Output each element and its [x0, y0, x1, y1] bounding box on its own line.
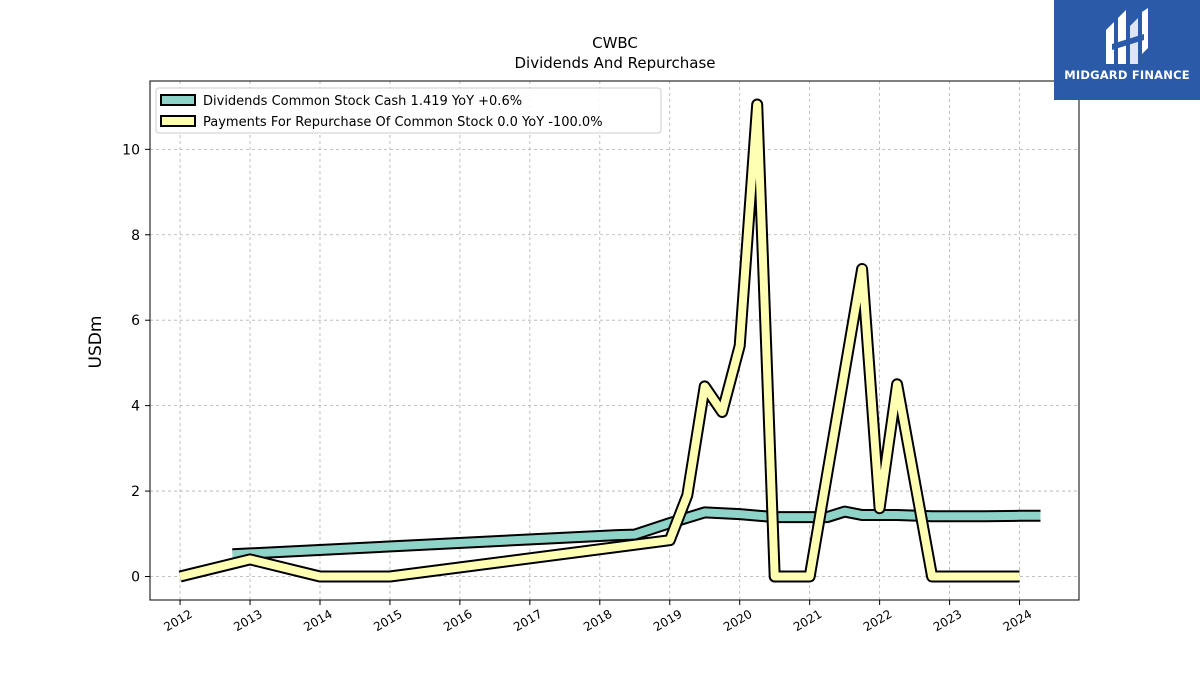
legend-swatch: [160, 94, 196, 106]
series-layer: [178, 98, 1041, 583]
x-tick-label: 2022: [861, 607, 894, 634]
y-tick-label: 6: [131, 313, 140, 329]
x-tick-label: 2018: [581, 607, 614, 634]
series-1-line: [179, 100, 1020, 581]
y-tick-label: 8: [131, 228, 140, 244]
y-tick-label: 2: [131, 484, 140, 500]
y-axis-label: USDm: [86, 316, 106, 369]
legend-swatch: [160, 115, 196, 127]
legend-box: [155, 87, 662, 134]
logo-text: MIDGARD FINANCE: [1064, 68, 1190, 82]
x-tick-label: 2024: [1001, 607, 1034, 634]
x-tick-label: 2015: [371, 607, 404, 634]
y-tick-label: 4: [131, 399, 140, 415]
x-tick-label: 2014: [301, 607, 334, 634]
x-tick-label: 2023: [931, 607, 964, 634]
y-tick-label: 0: [131, 570, 140, 586]
x-tick-label: 2019: [651, 607, 684, 634]
legend-label: Payments For Repurchase Of Common Stock …: [203, 115, 603, 130]
x-tick-label: 2020: [721, 607, 754, 634]
plot-frame: [149, 80, 1080, 601]
logo-mark-icon: [1106, 8, 1148, 64]
chart-subtitle: Dividends And Repurchase: [514, 54, 715, 72]
x-tick-label: 2021: [791, 607, 824, 634]
legend: Dividends Common Stock Cash 1.419 YoY +0…: [155, 87, 662, 134]
brand-logo: MIDGARD FINANCE: [1054, 0, 1200, 100]
legend-label: Dividends Common Stock Cash 1.419 YoY +0…: [203, 94, 522, 109]
x-tick-label: 2017: [511, 607, 544, 634]
x-tick-label: 2016: [441, 607, 474, 634]
y-tick-label: 10: [122, 142, 140, 158]
x-tick-label: 2013: [231, 607, 264, 634]
chart-title: CWBC: [592, 34, 638, 52]
x-tick-label: 2012: [161, 607, 194, 634]
